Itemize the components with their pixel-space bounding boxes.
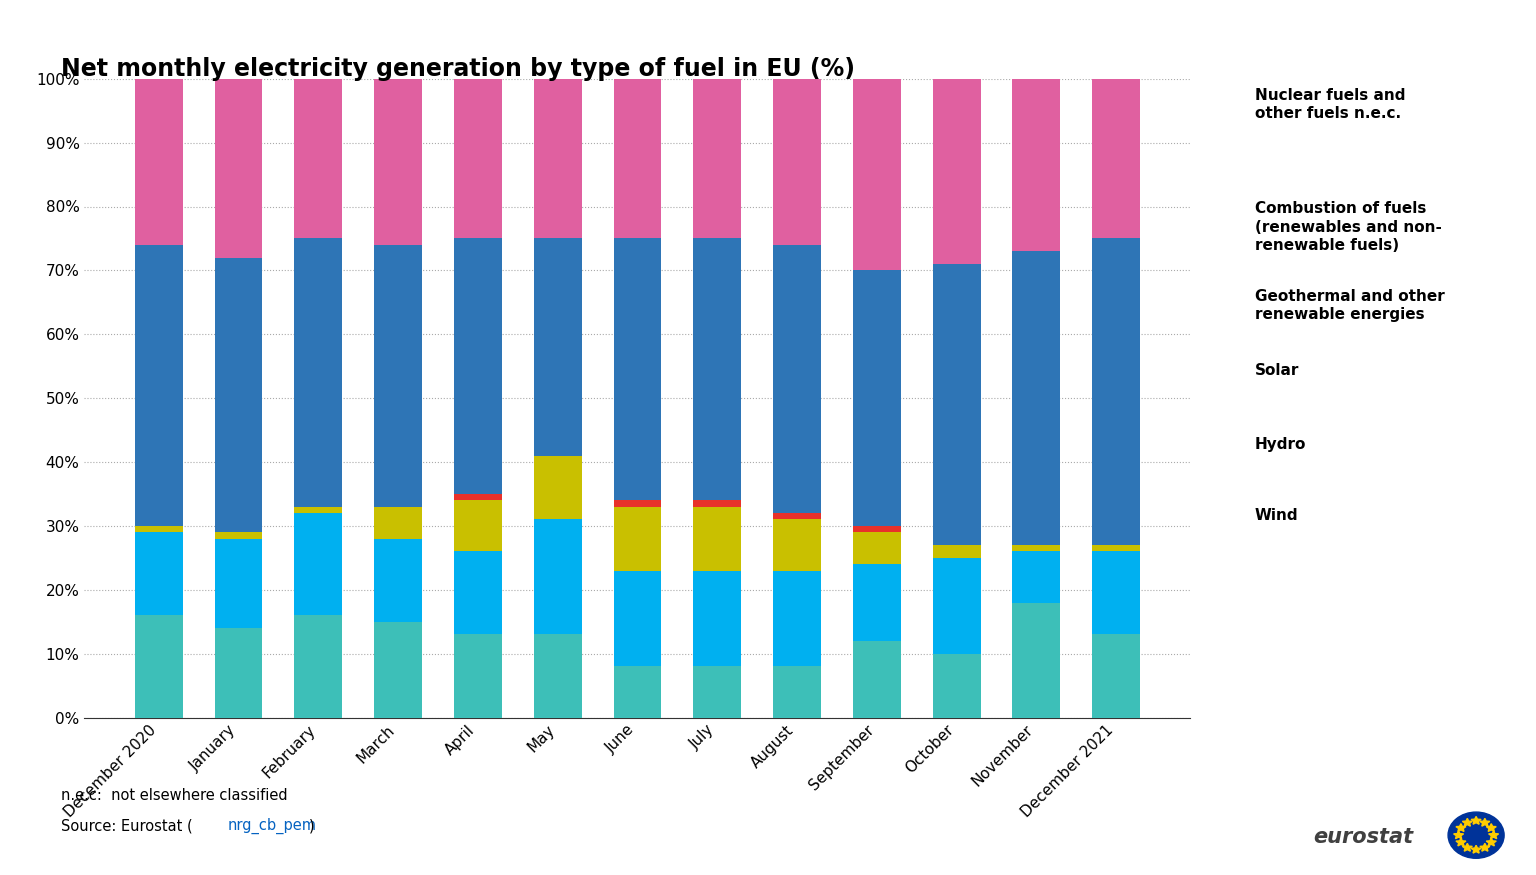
Bar [455,238,502,494]
Polygon shape [1487,838,1496,846]
Bar [1012,251,1060,545]
Bar [1012,551,1060,603]
Bar [693,79,742,238]
Bar [1092,634,1140,718]
Bar [613,79,662,238]
Polygon shape [1462,818,1473,826]
Bar [533,520,582,634]
Bar [375,245,422,507]
Bar [375,539,422,621]
Bar [932,79,980,264]
Bar [295,238,343,507]
Bar [613,570,662,667]
Polygon shape [1487,823,1496,831]
Bar [852,640,900,718]
Polygon shape [1471,845,1481,853]
Bar [852,79,900,270]
Bar [455,79,502,238]
Polygon shape [1456,823,1465,831]
Polygon shape [1479,844,1490,851]
Polygon shape [1462,844,1473,851]
Bar [533,634,582,718]
Bar [1092,551,1140,634]
Text: Solar: Solar [1255,363,1299,378]
Text: Wind: Wind [1255,507,1298,522]
Text: Source: Eurostat (: Source: Eurostat ( [61,818,194,833]
Polygon shape [1453,831,1464,839]
Text: nrg_cb_pem: nrg_cb_pem [227,818,316,835]
Bar [773,570,820,667]
Bar [613,667,662,718]
Bar [773,513,820,520]
Bar [533,238,582,456]
Polygon shape [1488,831,1499,839]
Bar [852,564,900,640]
Text: Nuclear fuels and
other fuels n.e.c.: Nuclear fuels and other fuels n.e.c. [1255,88,1405,121]
Text: Combustion of fuels
(renewables and non-
renewable fuels): Combustion of fuels (renewables and non-… [1255,201,1442,254]
Bar [533,456,582,520]
Polygon shape [1471,816,1481,824]
Bar [455,500,502,551]
Bar [295,615,343,718]
Polygon shape [1456,838,1465,846]
Text: n.e.c:  not elsewhere classified: n.e.c: not elsewhere classified [61,788,289,802]
Bar [1092,545,1140,551]
Text: eurostat: eurostat [1313,827,1413,847]
Text: Hydro: Hydro [1255,438,1306,452]
Text: Geothermal and other
renewable energies: Geothermal and other renewable energies [1255,289,1445,322]
Bar [852,270,900,526]
Bar [533,79,582,238]
Bar [215,79,263,257]
Bar [135,79,183,245]
Bar [215,628,263,718]
Bar [693,500,742,507]
Bar [1092,79,1140,238]
Bar [455,634,502,718]
Bar [773,79,820,245]
Bar [773,520,820,570]
Text: Net monthly electricity generation by type of fuel in EU (%): Net monthly electricity generation by ty… [61,57,856,80]
Bar [693,507,742,570]
Bar [295,79,343,238]
Bar [295,513,343,615]
Bar [135,615,183,718]
Bar [932,558,980,654]
Bar [375,79,422,245]
Bar [375,621,422,718]
Bar [773,245,820,513]
Bar [1012,603,1060,718]
Bar [852,526,900,532]
Bar [613,238,662,500]
Bar [135,532,183,615]
Bar [932,545,980,558]
Polygon shape [1479,818,1490,826]
Bar [375,507,422,539]
Bar [455,551,502,634]
Bar [295,507,343,513]
Bar [613,507,662,570]
Bar [455,493,502,500]
Bar [693,667,742,718]
Bar [1012,545,1060,551]
Bar [852,532,900,564]
Bar [613,500,662,507]
Bar [932,264,980,545]
Bar [693,570,742,667]
Bar [1012,79,1060,251]
Bar [1092,238,1140,545]
Bar [932,654,980,718]
Bar [773,667,820,718]
Bar [135,245,183,526]
Bar [215,539,263,628]
Bar [215,532,263,539]
Bar [215,257,263,532]
Bar [135,526,183,532]
Text: ): ) [309,818,315,833]
Circle shape [1448,812,1504,858]
Bar [693,238,742,500]
